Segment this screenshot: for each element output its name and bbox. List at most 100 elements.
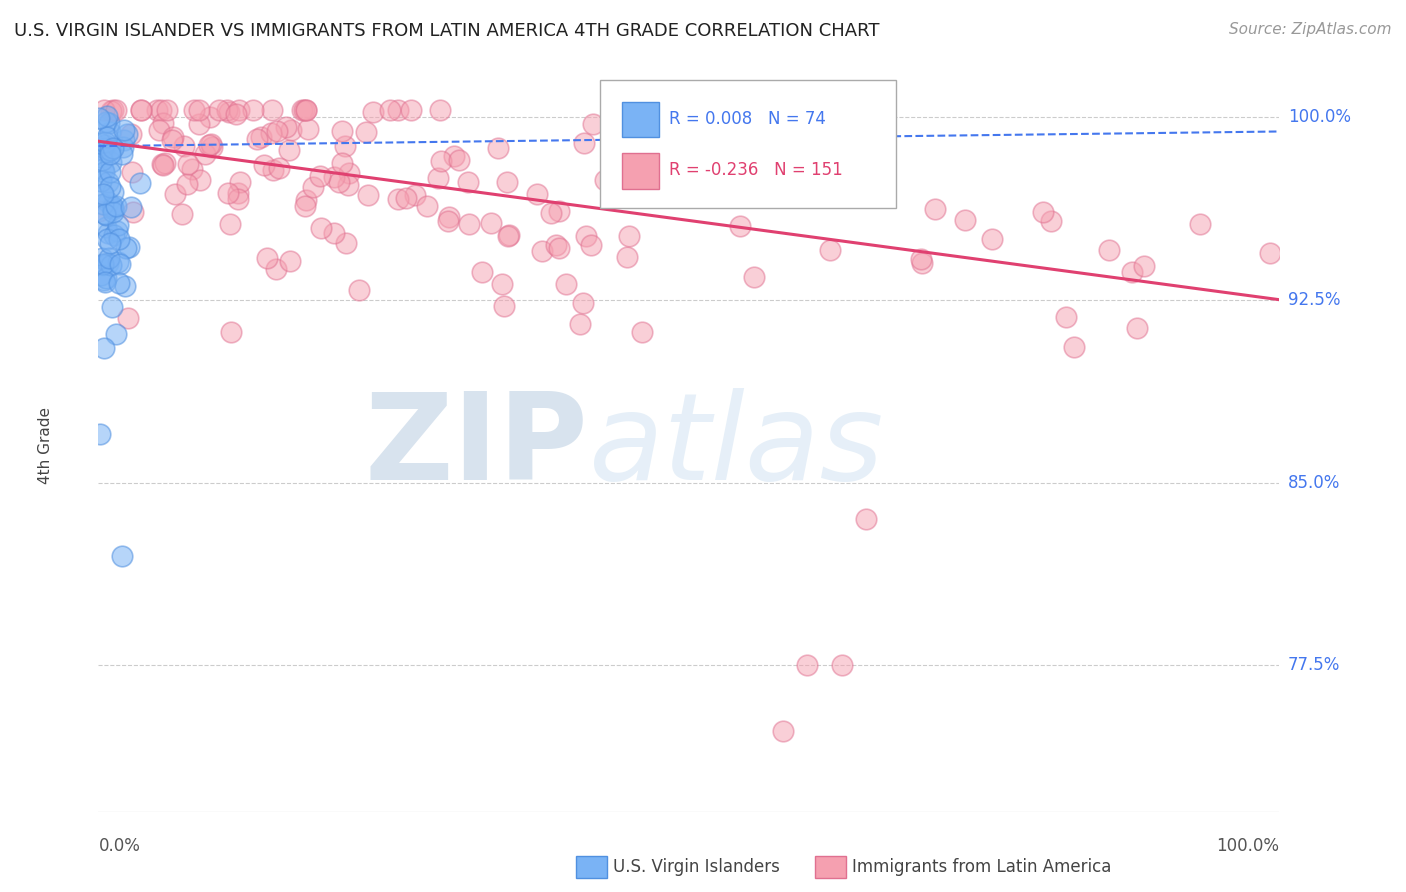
Point [91,257,114,271]
Point [772,724,794,739]
Point [486,141,509,155]
Point [180,161,202,176]
Point [173,139,195,153]
Point [763,178,786,193]
Point [796,658,818,673]
Point [387,192,409,206]
Point [495,176,517,190]
Point [262,103,284,117]
Point [97,175,120,189]
Text: 92.5%: 92.5% [1288,291,1340,309]
Point [188,103,211,117]
Point [201,140,224,154]
Point [160,133,183,147]
Point [274,120,297,134]
Point [111,147,134,161]
Point [97,251,120,265]
Point [219,217,242,231]
Point [112,133,135,147]
Point [107,254,129,268]
Text: Immigrants from Latin America: Immigrants from Latin America [852,858,1111,876]
Point [530,244,553,259]
Point [107,223,129,237]
Point [330,155,353,169]
Point [94,275,117,289]
Point [302,180,325,194]
Point [252,158,274,172]
Text: 0.0%: 0.0% [98,837,141,855]
Point [492,299,515,313]
Point [91,189,114,203]
Text: U.S. VIRGIN ISLANDER VS IMMIGRANTS FROM LATIN AMERICA 4TH GRADE CORRELATION CHAR: U.S. VIRGIN ISLANDER VS IMMIGRANTS FROM … [14,22,880,40]
Point [953,212,976,227]
Point [93,137,115,152]
Point [100,165,122,179]
Point [755,164,778,178]
Point [416,198,439,212]
Point [94,207,117,221]
Point [630,325,652,339]
Point [479,216,502,230]
Point [427,171,450,186]
Point [547,203,569,218]
Point [228,103,250,117]
Point [98,144,121,158]
Point [98,147,121,161]
Point [172,207,194,221]
Point [924,202,946,216]
Point [163,187,186,202]
Point [107,218,129,232]
Point [187,117,209,131]
Point [121,165,143,179]
Point [112,123,135,137]
Text: 77.5%: 77.5% [1288,657,1340,674]
Point [155,156,177,170]
Point [330,124,353,138]
Text: 85.0%: 85.0% [1288,474,1340,491]
Point [93,258,115,272]
Point [111,549,134,563]
Point [94,135,117,149]
Point [152,116,174,130]
Point [115,127,138,141]
Point [572,136,595,151]
Point [1039,214,1062,228]
Point [728,219,751,233]
Point [429,154,451,169]
Point [555,277,578,292]
Point [94,145,117,159]
Point [449,153,471,168]
Point [150,103,173,117]
Point [267,161,290,175]
Point [1133,259,1156,273]
Point [162,129,184,144]
Point [96,109,118,123]
Point [429,103,451,117]
Point [295,103,318,117]
Point [1063,340,1085,354]
Point [291,103,314,117]
Point [97,195,120,210]
Point [498,228,520,243]
FancyBboxPatch shape [600,80,896,209]
Point [146,103,169,117]
Point [218,105,240,120]
Text: Source: ZipAtlas.com: Source: ZipAtlas.com [1229,22,1392,37]
Text: atlas: atlas [589,387,884,505]
Point [568,317,591,331]
Point [101,202,124,216]
Point [94,220,117,235]
Point [183,103,205,117]
Point [200,110,222,124]
Point [150,157,173,171]
Point [194,147,217,161]
Point [335,138,357,153]
Point [264,261,287,276]
Point [246,132,269,146]
Point [100,199,122,213]
Point [120,200,142,214]
Point [94,115,117,129]
Point [1098,243,1121,257]
Point [294,103,316,117]
Point [911,256,934,270]
